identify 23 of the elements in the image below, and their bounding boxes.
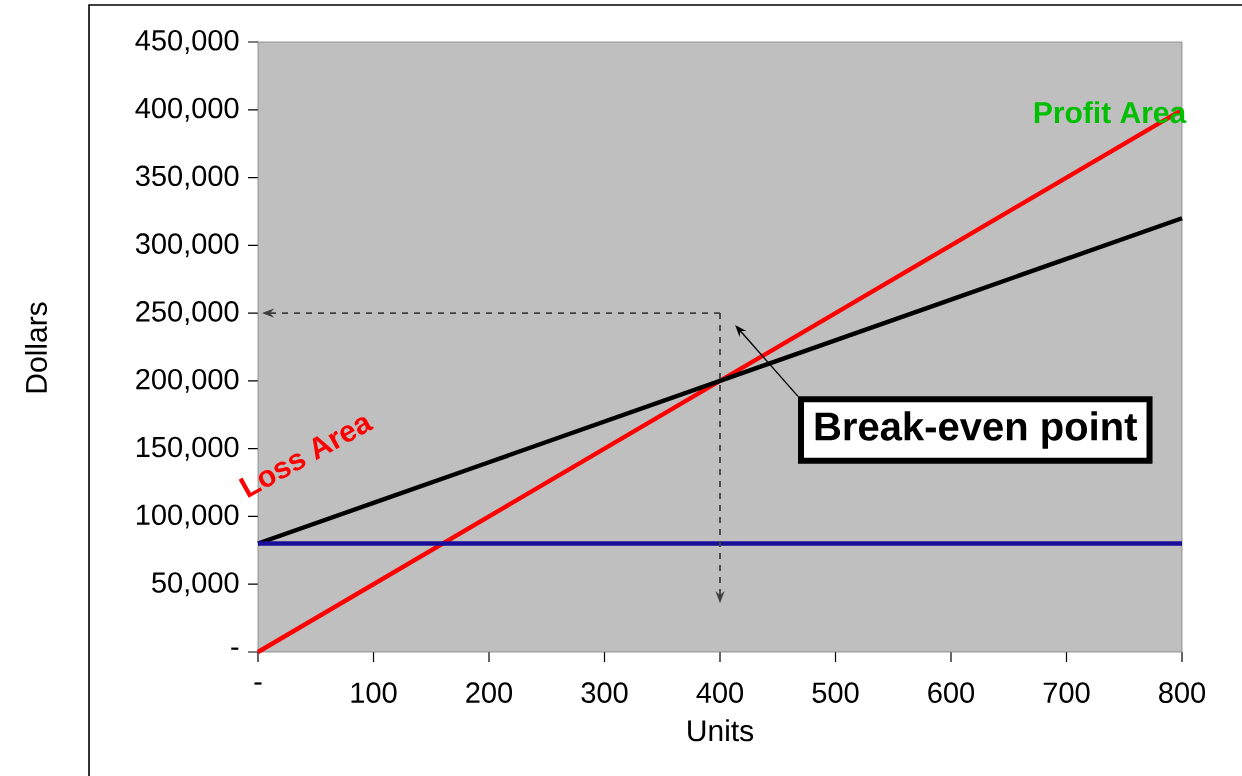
x-axis-title: Units bbox=[688, 719, 754, 742]
y-tick-label: 400,000 bbox=[135, 97, 239, 122]
y-tick-label: 450,000 bbox=[135, 30, 239, 54]
y-axis-title: Dollars bbox=[25, 302, 48, 393]
y-tick-label: 250,000 bbox=[136, 301, 239, 326]
annotation: Break-even point bbox=[815, 411, 1137, 449]
x-tick-label: 200 bbox=[466, 682, 513, 703]
annotation: Loss Area bbox=[238, 417, 374, 498]
x-tick-label: 100 bbox=[351, 682, 397, 703]
x-tick-label: 500 bbox=[812, 682, 859, 703]
x-tick-label: 400 bbox=[696, 682, 744, 703]
x-tick-label: 700 bbox=[1043, 682, 1090, 703]
y-tick-label: 150,000 bbox=[136, 436, 239, 461]
x-tick-label: 300 bbox=[581, 682, 628, 703]
y-tick-label: - bbox=[231, 647, 239, 650]
y-tick-label: 300,000 bbox=[135, 233, 239, 258]
x-tick-label: - bbox=[254, 682, 262, 685]
x-tick-label: 600 bbox=[928, 682, 975, 703]
y-tick-label: 50,000 bbox=[152, 572, 239, 597]
y-tick-label: 200,000 bbox=[136, 368, 239, 393]
x-tick-label: 800 bbox=[1159, 682, 1206, 703]
y-tick-label: 350,000 bbox=[135, 165, 239, 190]
y-tick-label: 100,000 bbox=[136, 504, 239, 529]
